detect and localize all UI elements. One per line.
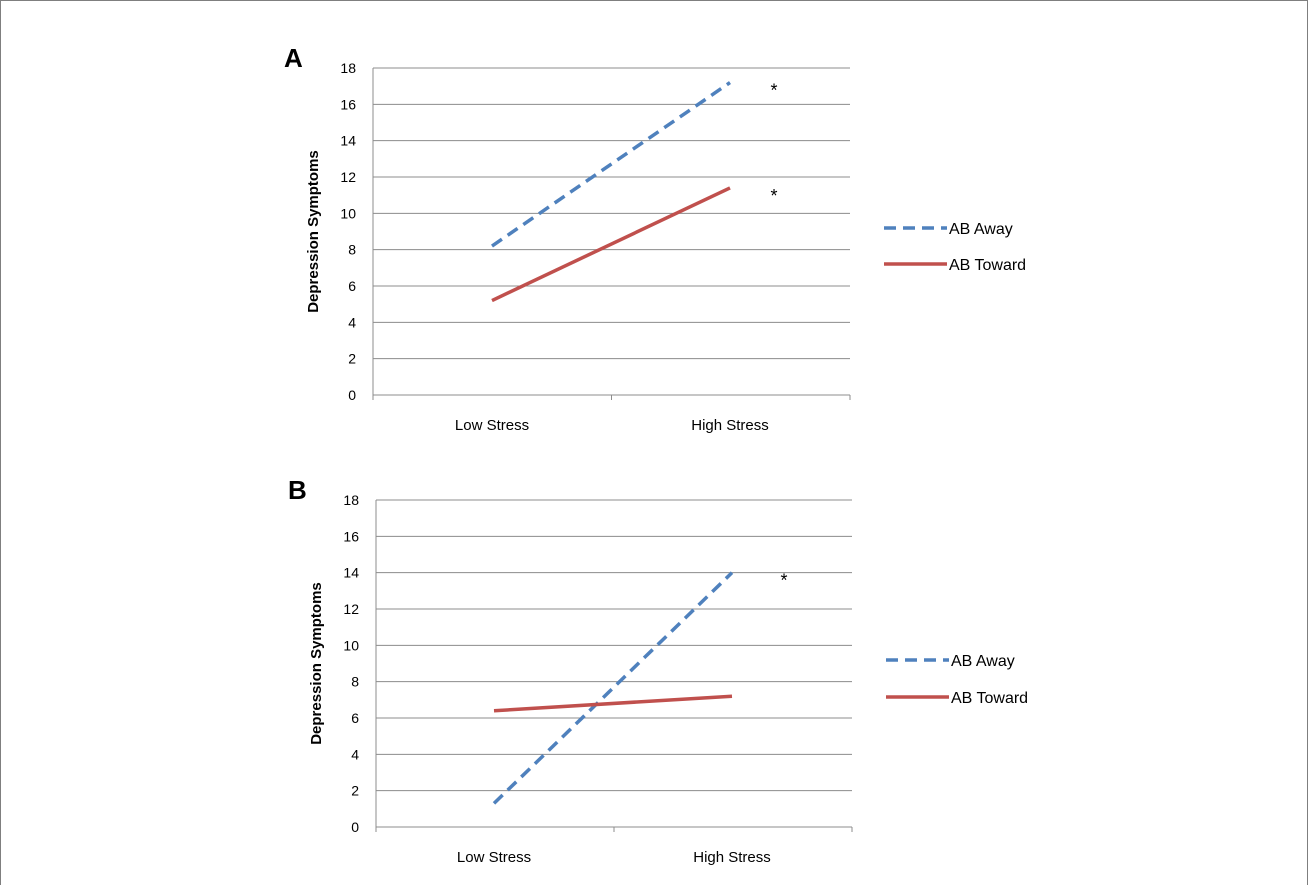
y-tick-label: 4 xyxy=(351,746,359,762)
y-tick-label: 6 xyxy=(351,710,359,726)
significance-marker: * xyxy=(780,571,787,591)
y-tick-label: 8 xyxy=(351,674,359,690)
significance-marker: * xyxy=(770,186,777,206)
significance-marker: * xyxy=(770,81,777,101)
legend-label: AB Away xyxy=(949,221,1013,238)
y-tick-label: 16 xyxy=(340,96,356,112)
y-tick-label: 10 xyxy=(343,637,359,653)
y-tick-label: 2 xyxy=(348,351,356,367)
y-axis-label: Depression Symptoms xyxy=(305,150,322,313)
y-tick-label: 14 xyxy=(340,133,356,149)
y-tick-label: 2 xyxy=(351,783,359,799)
y-tick-label: 8 xyxy=(348,242,356,258)
y-tick-label: 6 xyxy=(348,278,356,294)
x-category-label: Low Stress xyxy=(457,849,531,866)
legend-label: AB Away xyxy=(951,653,1015,670)
y-tick-label: 12 xyxy=(343,601,359,617)
x-category-label: Low Stress xyxy=(455,417,529,434)
series-line-ab-away xyxy=(491,81,731,248)
panel-label: B xyxy=(288,475,307,505)
y-tick-label: 4 xyxy=(348,314,356,330)
series-line-ab-away xyxy=(492,571,734,805)
y-tick-label: 16 xyxy=(343,528,359,544)
chart-b: 0 2 4 6 8 10 12 14 16 18 Low Stress High Stress Depr… xyxy=(288,475,1028,866)
legend-label: AB Toward xyxy=(951,690,1028,707)
series-line-ab-toward xyxy=(491,186,731,303)
x-category-label: High Stress xyxy=(693,849,771,866)
y-tick-label: 18 xyxy=(340,60,356,76)
y-tick-label: 10 xyxy=(340,205,356,221)
y-axis-label: Depression Symptoms xyxy=(308,582,325,745)
series-line-ab-toward xyxy=(493,694,733,713)
y-tick-label: 12 xyxy=(340,169,356,185)
y-tick-label: 0 xyxy=(348,387,356,403)
y-tick-label: 0 xyxy=(351,819,359,835)
y-tick-label: 14 xyxy=(343,565,359,581)
x-category-label: High Stress xyxy=(691,417,769,434)
panel-label: A xyxy=(284,43,303,73)
legend-label: AB Toward xyxy=(949,257,1026,274)
chart-a: 0 2 4 6 8 10 12 14 16 18 Low Stress High Stress Depr… xyxy=(284,43,1026,434)
y-tick-label: 18 xyxy=(343,492,359,508)
